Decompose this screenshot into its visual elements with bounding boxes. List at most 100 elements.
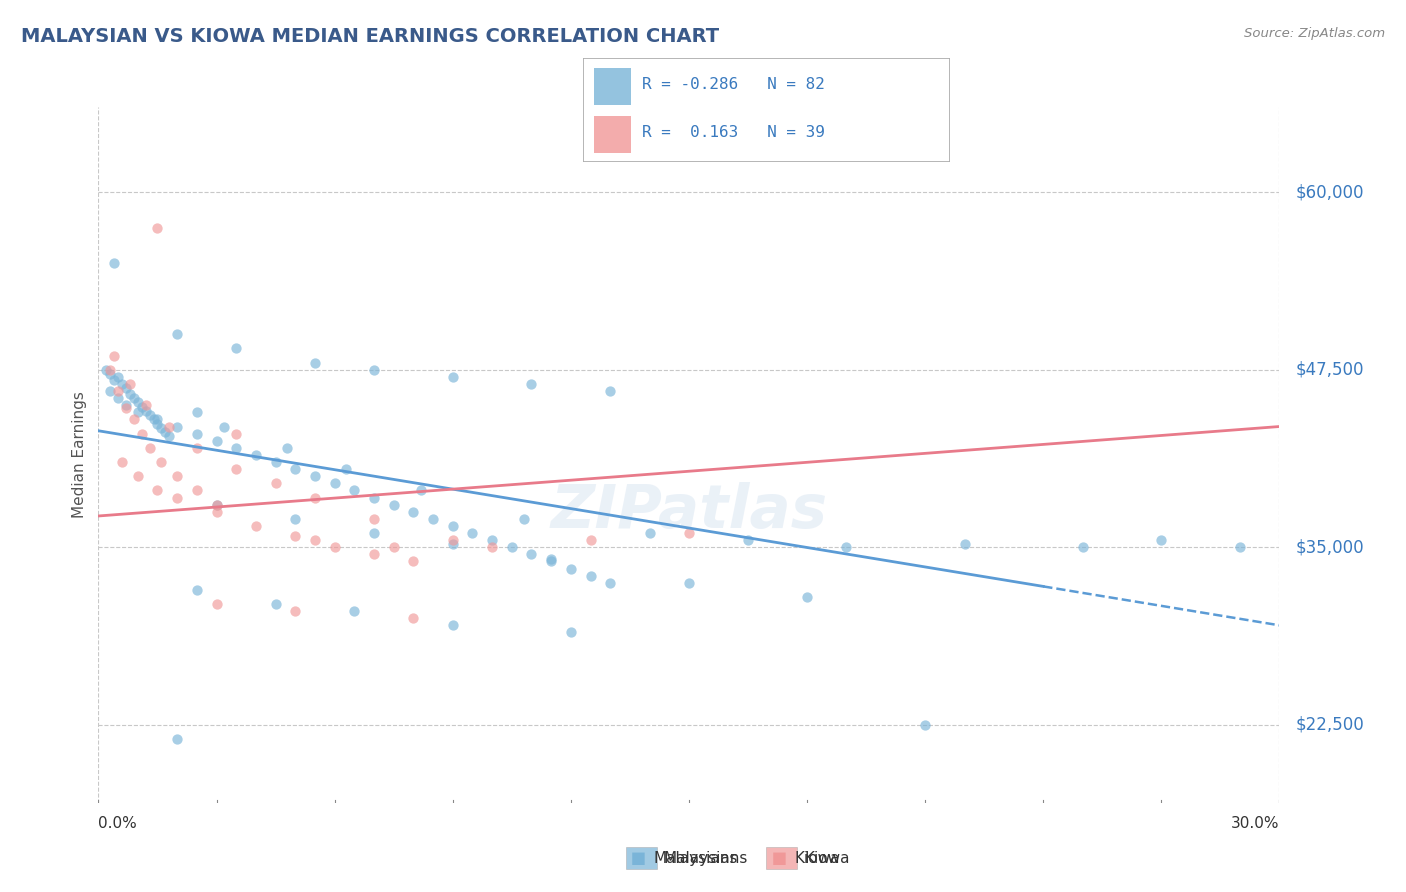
Point [1071, 540, 1094, 554]
Point [103, 373, 125, 387]
Point [166, 469, 188, 483]
Point [186, 483, 208, 498]
Point [363, 512, 385, 526]
Point [138, 441, 160, 455]
Point [245, 519, 267, 533]
Point [304, 491, 326, 505]
Point [411, 483, 433, 498]
Point [186, 441, 208, 455]
Point [520, 547, 543, 561]
Point [118, 387, 141, 401]
Point [441, 519, 464, 533]
Point [146, 412, 169, 426]
Point [343, 483, 366, 498]
Point [638, 526, 661, 541]
Point [501, 540, 523, 554]
Point [111, 376, 134, 391]
Point [363, 547, 385, 561]
Point [441, 537, 464, 551]
Point [98, 384, 121, 398]
Point [512, 512, 534, 526]
Point [441, 618, 464, 632]
Point [142, 412, 165, 426]
Point [166, 419, 188, 434]
Point [284, 462, 307, 476]
Point [304, 533, 326, 548]
Text: Source: ZipAtlas.com: Source: ZipAtlas.com [1244, 27, 1385, 40]
Point [107, 369, 129, 384]
Point [363, 526, 385, 541]
Point [382, 540, 405, 554]
Point [131, 400, 153, 414]
Point [323, 540, 346, 554]
Point [264, 476, 287, 491]
Point [127, 469, 149, 483]
Text: MALAYSIAN VS KIOWA MEDIAN EARNINGS CORRELATION CHART: MALAYSIAN VS KIOWA MEDIAN EARNINGS CORRE… [21, 27, 720, 45]
Point [107, 391, 129, 405]
Point [363, 362, 385, 376]
Text: ▪: ▪ [770, 847, 787, 870]
Point [1229, 540, 1251, 554]
Point [540, 554, 562, 568]
Point [205, 434, 228, 448]
Point [560, 625, 582, 640]
Point [441, 369, 464, 384]
Point [157, 429, 180, 443]
Point [103, 256, 125, 270]
Point [150, 455, 173, 469]
Point [166, 327, 188, 342]
Text: Kiowa: Kiowa [794, 851, 839, 865]
Point [461, 526, 484, 541]
Point [579, 533, 602, 548]
Point [225, 441, 247, 455]
Point [579, 568, 602, 582]
Bar [595, 117, 631, 153]
Point [205, 505, 228, 519]
Point [284, 529, 307, 543]
Point [166, 731, 188, 746]
Point [382, 498, 405, 512]
Bar [595, 69, 631, 105]
Point [122, 391, 145, 405]
Point [678, 575, 700, 590]
Point [520, 376, 543, 391]
Point [115, 381, 138, 395]
Text: R =  0.163   N = 39: R = 0.163 N = 39 [643, 126, 825, 140]
Point [284, 512, 307, 526]
Y-axis label: Median Earnings: Median Earnings [72, 392, 87, 518]
Point [737, 533, 759, 548]
Point [186, 405, 208, 419]
Point [304, 469, 326, 483]
Point [135, 398, 157, 412]
Point [155, 425, 177, 440]
Point [304, 356, 326, 370]
Point [953, 537, 976, 551]
Text: $47,500: $47,500 [1295, 360, 1364, 379]
Point [131, 426, 153, 441]
Point [146, 417, 169, 431]
Point [245, 448, 267, 462]
Point [127, 395, 149, 409]
Text: Kiowa: Kiowa [804, 851, 849, 865]
Point [363, 491, 385, 505]
Point [225, 342, 247, 356]
Point [343, 604, 366, 618]
Point [441, 533, 464, 548]
Point [122, 412, 145, 426]
Point [103, 349, 125, 363]
Text: Malaysians: Malaysians [664, 851, 748, 865]
Point [481, 533, 503, 548]
Point [422, 512, 444, 526]
Text: $60,000: $60,000 [1295, 183, 1364, 202]
Point [402, 554, 425, 568]
Point [146, 220, 169, 235]
Point [402, 611, 425, 625]
Point [335, 462, 357, 476]
Point [205, 498, 228, 512]
Point [264, 597, 287, 611]
Point [205, 597, 228, 611]
Point [914, 717, 936, 731]
Point [225, 426, 247, 441]
Point [186, 426, 208, 441]
Point [402, 505, 425, 519]
